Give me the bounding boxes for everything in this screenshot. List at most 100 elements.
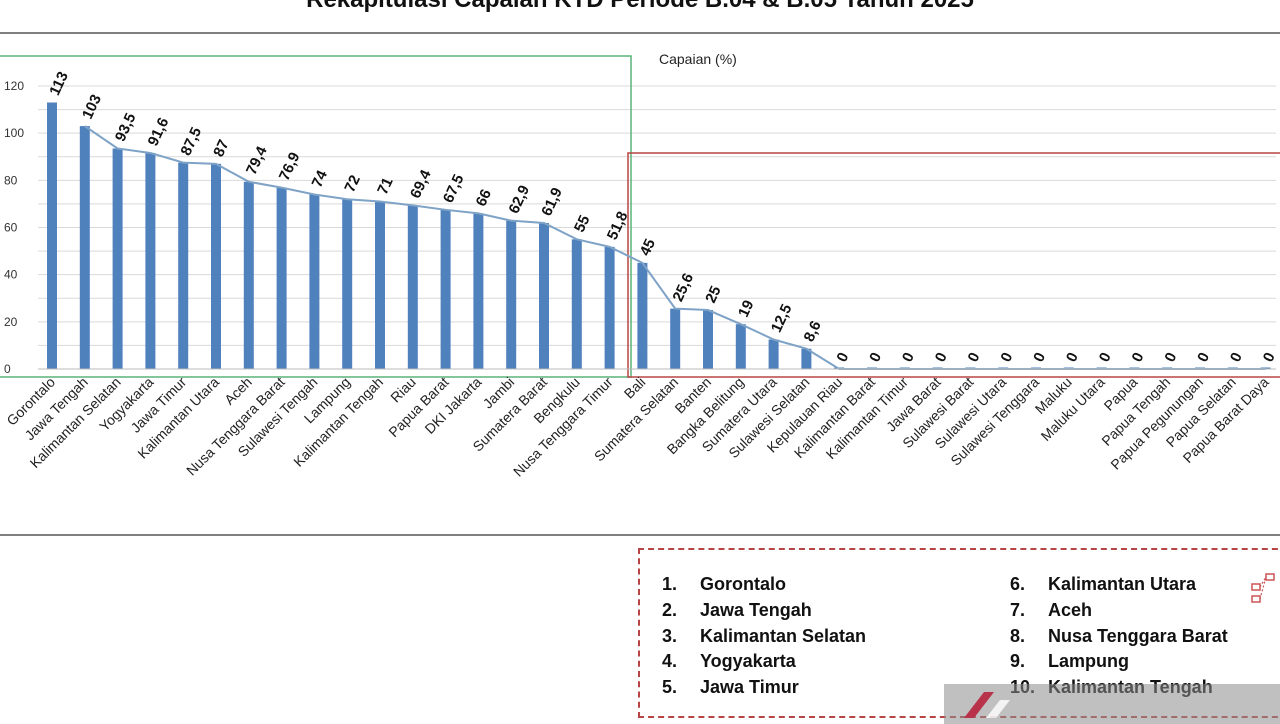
bar	[801, 348, 812, 369]
y-tick-label: 40	[4, 268, 18, 282]
y-axis-label: Capaian (%)	[659, 51, 737, 67]
data-label: 79,4	[243, 143, 271, 177]
data-label: 67,5	[440, 172, 468, 206]
bar	[768, 339, 779, 369]
legend-item-name: Yogyakarta	[700, 651, 796, 672]
legend-item-number: 9.	[1010, 651, 1026, 672]
legend-item-number: 4.	[662, 651, 678, 672]
bar	[440, 209, 451, 369]
data-label: 25,6	[669, 271, 697, 305]
data-label: 0	[1129, 350, 1148, 365]
bar	[47, 102, 57, 369]
data-label: 0	[899, 350, 918, 365]
bar	[703, 310, 713, 369]
data-label: 71	[374, 175, 396, 197]
data-label: 72	[341, 173, 363, 195]
legend-item-name: Jawa Timur	[700, 677, 799, 698]
legend-item-name: Kalimantan Selatan	[700, 625, 867, 646]
bar	[637, 262, 648, 369]
data-label: 0	[866, 350, 885, 365]
data-label: 93,5	[112, 111, 140, 145]
legend-item: 8. Nusa Tenggara Barat	[1010, 624, 1228, 650]
legend-item-name: Lampung	[1048, 651, 1129, 672]
legend-item-name: Aceh	[1048, 599, 1093, 620]
bar	[735, 324, 746, 369]
data-label: 19	[735, 298, 757, 320]
data-label: 113	[46, 69, 72, 98]
bar	[407, 205, 418, 369]
data-label: 87,5	[177, 125, 205, 159]
data-label: 0	[1227, 350, 1246, 365]
legend-item: 9. Lampung	[1010, 649, 1228, 675]
y-tick-label: 0	[4, 362, 11, 376]
bar	[211, 163, 221, 369]
data-label: 0	[833, 350, 852, 365]
legend-item-number: 5.	[662, 677, 678, 698]
data-label: 0	[1260, 350, 1279, 365]
data-label: 66	[473, 187, 495, 209]
data-label: 25	[702, 283, 724, 305]
bar-chart: 113 103 93,5 91,6 87,5 87 79,4 76,9 74 72 71 69,4 67…	[0, 32, 1280, 536]
data-label: 0	[1194, 350, 1213, 365]
data-label: 76,9	[276, 150, 304, 184]
bar	[145, 152, 156, 369]
legend-item: 3. Kalimantan Selatan	[662, 624, 866, 650]
data-label: 61,9	[538, 185, 566, 219]
data-label: 74	[309, 167, 332, 190]
bar	[539, 223, 549, 369]
legend-item: 6. Kalimantan Utara	[1010, 572, 1228, 598]
bar	[178, 162, 189, 369]
bar	[571, 239, 582, 369]
data-label: 55	[571, 213, 593, 235]
y-tick-label: 60	[4, 221, 18, 235]
data-label: 62,9	[505, 183, 533, 217]
y-tick-label: 80	[4, 173, 18, 187]
y-tick-label: 120	[4, 79, 24, 93]
data-label: 0	[965, 350, 984, 365]
legend-item-number: 3.	[662, 625, 678, 646]
legend-column-left: 1. Gorontalo 2. Jawa Tengah 3. Kalimantan Sel…	[662, 572, 866, 701]
data-label: 0	[932, 350, 951, 365]
data-label: 45	[637, 236, 659, 258]
data-label: 69,4	[407, 167, 435, 201]
legend-item-number: 7.	[1010, 599, 1026, 620]
data-label: 0	[1030, 350, 1049, 365]
category-label: Bali	[621, 374, 649, 402]
legend-item: 7. Aceh	[1010, 598, 1228, 624]
legend-item: 5. Jawa Timur	[662, 675, 866, 701]
bar	[112, 148, 123, 369]
data-label: 0	[1161, 350, 1180, 365]
bar	[375, 201, 385, 369]
highlight-box-green	[0, 55, 632, 378]
data-label: 0	[997, 350, 1016, 365]
bar	[604, 246, 615, 369]
legend-item-number: 8.	[1010, 625, 1026, 646]
legend-item-name: Gorontalo	[700, 574, 786, 594]
bar	[309, 194, 320, 369]
legend-item: 1. Gorontalo	[662, 572, 866, 598]
data-label: 0	[1096, 350, 1115, 365]
data-label: 12,5	[768, 302, 796, 336]
highlight-box-red	[627, 152, 1280, 378]
legend-column-right: 6. Kalimantan Utara 7. Aceh 8. Nusa Tenggara …	[1010, 572, 1228, 701]
bar	[473, 213, 484, 369]
logo-mark-icon	[964, 692, 1010, 718]
y-tick-label: 100	[4, 126, 24, 140]
bar	[243, 181, 254, 369]
data-label: 91,6	[145, 115, 173, 149]
legend-item: 4. Yogyakarta	[662, 649, 866, 675]
network-icon	[1251, 573, 1275, 603]
bar	[670, 308, 681, 369]
bar	[79, 126, 90, 369]
legend-item-name: Nusa Tenggara Barat	[1048, 625, 1228, 646]
bar	[342, 199, 353, 369]
legend-item-number: 1.	[662, 574, 678, 594]
bar	[506, 220, 517, 369]
legend-item: 2. Jawa Tengah	[662, 598, 866, 624]
bar	[276, 187, 287, 369]
legend-item-number: 2.	[662, 599, 678, 620]
chart-title: Rekapitulasi Capaian KTD Periode B.04 & …	[0, 0, 1280, 14]
y-tick-label: 20	[4, 315, 18, 329]
legend-item-name: Kalimantan Utara	[1048, 574, 1197, 594]
data-label: 103	[79, 92, 105, 122]
